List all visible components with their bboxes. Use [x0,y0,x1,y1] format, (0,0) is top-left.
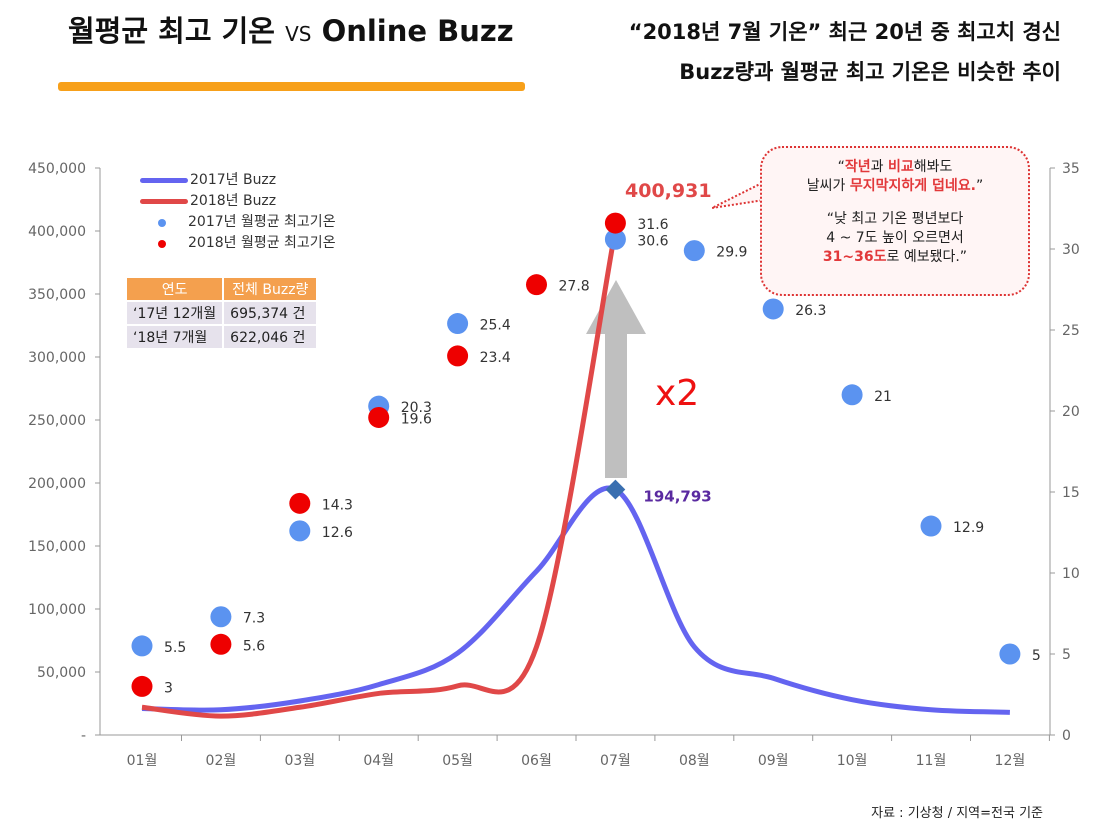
y-right-tick-label: 0 [1062,728,1071,744]
title-underline [58,82,525,91]
y-left-tick-label: 100,000 [28,602,86,618]
x-tick-label: 10월 [837,753,868,769]
temp-2017-point [131,635,153,657]
temp-2017-data-label: 5 [1032,648,1041,664]
temp-2017-point [604,228,626,250]
x-tick-label: 07월 [600,753,631,769]
temp-2017-data-label: 30.6 [637,233,668,249]
temp-2017-data-label: 29.9 [716,245,747,261]
temp-2018-point [289,492,311,514]
x-tick-label: 06월 [521,753,552,769]
x-tick-label: 03월 [284,753,315,769]
x-tick-label: 12월 [995,753,1026,769]
y-right-tick-label: 35 [1062,161,1080,177]
x-tick-label: 11월 [916,753,947,769]
temp-2017-point [210,606,232,628]
temp-2018-point [368,406,390,428]
table-header: 연도 [127,278,223,300]
legend-item: 2018년 월평균 최고기온 [140,233,336,254]
callout-tail [711,182,765,209]
temp-2017-data-label: 12.6 [322,525,353,541]
temp-2018-data-label: 23.4 [480,350,511,366]
buzz-summary-table: 연도 전체 Buzz량 ‘17년 12개월 695,374 건 ‘18년 7개월 62… [125,276,318,350]
y-left-tick-label: 400,000 [28,224,86,240]
temp-2018-data-label: 27.8 [559,279,590,295]
y-left-tick-label: 350,000 [28,287,86,303]
legend-item: 2018년 Buzz [140,191,336,212]
table-row: ‘18년 7개월 622,046 건 [127,326,317,348]
y-left-tick-label: 50,000 [37,665,86,681]
y-left-tick-label: 200,000 [28,476,86,492]
temp-2017-data-label: 21 [874,389,892,405]
temp-2017-point [841,384,863,406]
x-tick-label: 04월 [363,753,394,769]
table-header: 전체 Buzz량 [224,278,317,300]
peak-2018-label: 400,931 [625,180,712,202]
temp-2017-data-label: 5.5 [164,640,186,656]
temp-2018-point [131,675,153,697]
temp-2017-point [920,515,942,537]
subtitle-2: Buzz량과 월평균 최고 기온은 비슷한 추이 [679,60,1061,84]
y-left-tick-label: 150,000 [28,539,86,555]
temp-2017-point [447,313,469,335]
temp-2017-point [999,643,1021,665]
temp-2018-data-label: 19.6 [401,411,432,427]
series-line-2018-buzz [141,229,618,719]
y-right-tick-label: 30 [1062,242,1080,258]
x-tick-label: 01월 [127,753,158,769]
y-left-tick-label: - [81,728,86,744]
temp-2018-point [210,633,232,655]
temp-2017-data-label: 7.3 [243,611,265,627]
x-tick-label: 09월 [758,753,789,769]
temp-2018-data-label: 14.3 [322,497,353,513]
subtitle-1: “2018년 7월 기온” 최근 20년 중 최고치 경신 [628,20,1061,44]
x-tick-label: 08월 [679,753,710,769]
x-tick-label: 02월 [206,753,237,769]
source-note: 자료 : 기상청 / 지역=전국 기준 [871,806,1043,821]
table-row: ‘17년 12개월 695,374 건 [127,302,317,324]
temp-2017-data-label: 12.9 [953,520,984,536]
temp-2018-point [604,212,626,234]
temp-2018-point [447,345,469,367]
multiplier-label: x2 [655,373,699,414]
y-right-tick-label: 15 [1062,485,1080,501]
temp-2017-point [289,520,311,542]
legend-item: 2017년 월평균 최고기온 [140,212,336,233]
temp-2018-data-label: 31.6 [637,217,668,233]
temp-2017-point [762,298,784,320]
peak-2017-label: 194,793 [643,488,711,506]
temp-2017-data-label: 26.3 [795,303,826,319]
y-right-tick-label: 10 [1062,566,1080,582]
y-right-tick-label: 5 [1062,647,1071,663]
y-left-tick-label: 450,000 [28,161,86,177]
y-right-tick-label: 25 [1062,323,1080,339]
y-left-tick-label: 250,000 [28,413,86,429]
peak-2017-marker [605,479,626,500]
y-left-tick-label: 300,000 [28,350,86,366]
y-right-tick-label: 20 [1062,404,1080,420]
series-line-2017-buzz [141,485,1010,715]
temp-2018-data-label: 3 [164,680,173,696]
temp-2017-data-label: 20.3 [401,400,432,416]
temp-2018-data-label: 5.6 [243,638,265,654]
temp-2017-point [683,240,705,262]
growth-arrow [586,280,646,478]
legend: 2017년 Buzz 2018년 Buzz 2017년 월평균 최고기온 201… [140,170,336,254]
page-title: 월평균 최고 기온 VS Online Buzz [68,14,514,48]
temp-2018-point [526,274,547,296]
quote-callout: “작년과 비교해봐도 날씨가 무지막지하게 덥네요.” “낮 최고 기온 평년보… [760,146,1030,296]
legend-item: 2017년 Buzz [140,170,336,191]
x-tick-label: 05월 [442,753,473,769]
temp-2017-data-label: 25.4 [480,318,511,334]
